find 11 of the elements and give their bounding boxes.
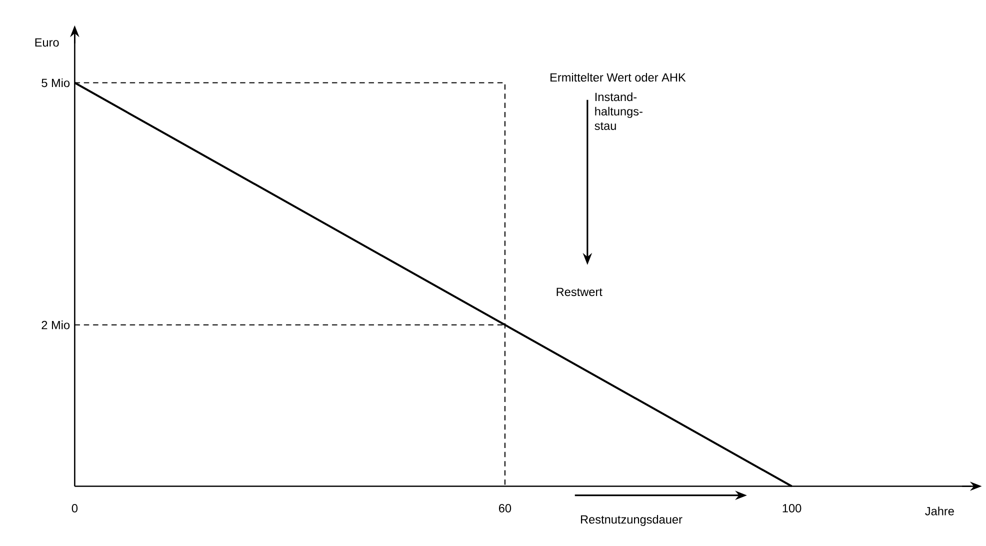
text: Restnutzungsdauer: [580, 514, 682, 526]
x-tick-label: 0: [72, 504, 78, 512]
annotation: Instand-haltungs-stau: [594, 92, 642, 130]
y-tick-label: 2 Mio: [42, 320, 70, 330]
x-tick-label: 60: [498, 504, 512, 512]
x-axis-title: Jahre: [925, 506, 954, 516]
y-tick-label: 5 Mio: [42, 78, 70, 88]
y-axis-title: Euro: [35, 38, 59, 47]
x-tick-label: 100: [782, 504, 802, 512]
annotation: Ermittelter Wert oder AHK: [550, 72, 686, 82]
annotation: Restwert: [556, 288, 602, 296]
